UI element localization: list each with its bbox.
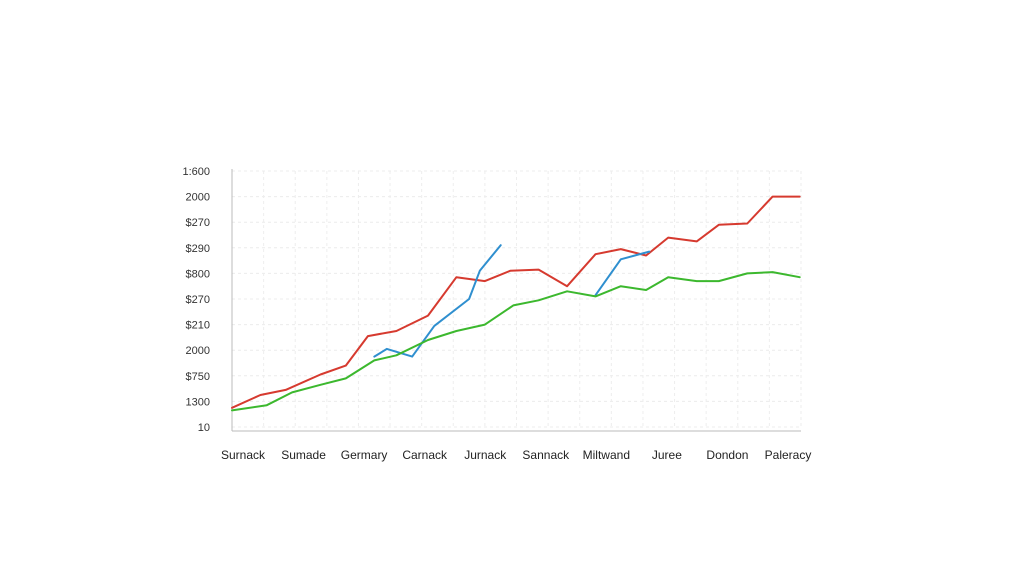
x-tick-label: Paleracy [765, 448, 812, 462]
x-tick-label: Dondon [706, 448, 748, 462]
y-axis-tick-labels: 1:600 2000 $270 $290 $800 $270 $210 2000 $750 130… [182, 166, 210, 434]
y-tick-label: 2000 [186, 192, 210, 204]
series-line-1 [231, 195, 801, 409]
y-tick-label: 2000 [186, 345, 210, 357]
grid [231, 170, 802, 428]
series-line-2 [373, 244, 502, 358]
axes [231, 169, 801, 432]
series-line-4 [231, 271, 801, 412]
x-tick-label: Sumade [281, 448, 326, 462]
y-tick-label: $750 [186, 371, 210, 383]
y-tick-label: 1:600 [182, 166, 210, 178]
y-tick-label: $210 [186, 320, 210, 332]
x-tick-label: Juree [652, 448, 682, 462]
y-tick-label: $270 [186, 217, 210, 229]
y-tick-label: $270 [186, 294, 210, 306]
x-tick-label: Sannack [522, 448, 570, 462]
y-tick-label: 10 [198, 422, 210, 434]
x-tick-label: Surnack [221, 448, 266, 462]
y-tick-label: $290 [186, 243, 210, 255]
x-tick-label: Miltwand [583, 448, 630, 462]
y-tick-label: 1300 [186, 396, 210, 408]
series-line-3 [594, 250, 651, 297]
x-tick-label: Jurnack [464, 448, 507, 462]
x-axis-tick-labels: Surnack Sumade Germary Carnack Jurnack Sannac… [221, 448, 811, 462]
x-tick-label: Germary [341, 448, 388, 462]
y-tick-label: $800 [186, 268, 210, 280]
x-tick-label: Carnack [402, 448, 448, 462]
plot-area [231, 195, 801, 412]
